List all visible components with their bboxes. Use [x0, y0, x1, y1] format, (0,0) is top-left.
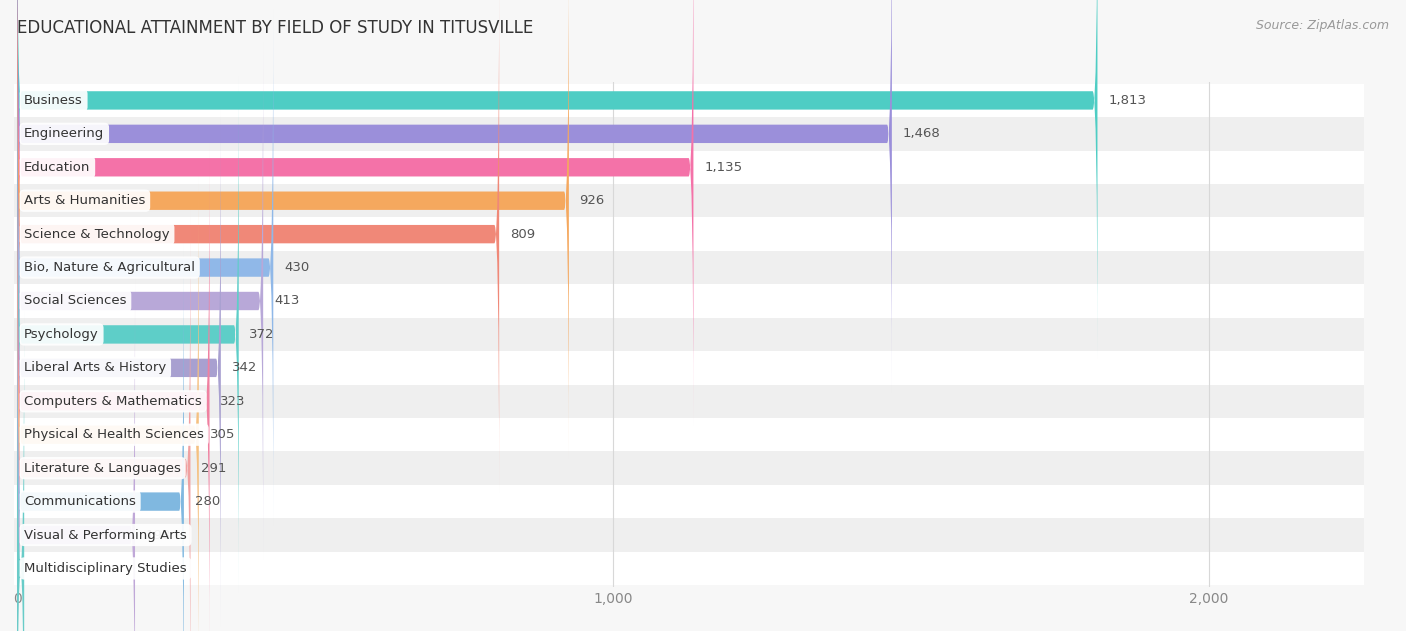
- Bar: [0, 184, 1406, 218]
- Bar: [0, 551, 1406, 585]
- Bar: [0, 485, 1406, 518]
- Text: EDUCATIONAL ATTAINMENT BY FIELD OF STUDY IN TITUSVILLE: EDUCATIONAL ATTAINMENT BY FIELD OF STUDY…: [17, 19, 533, 37]
- Text: Bio, Nature & Agricultural: Bio, Nature & Agricultural: [24, 261, 195, 274]
- Text: Visual & Performing Arts: Visual & Performing Arts: [24, 529, 187, 541]
- Bar: [0, 318, 1406, 351]
- FancyBboxPatch shape: [17, 210, 190, 631]
- Text: 342: 342: [232, 362, 257, 374]
- FancyBboxPatch shape: [17, 110, 221, 626]
- FancyBboxPatch shape: [17, 277, 135, 631]
- FancyBboxPatch shape: [17, 143, 209, 631]
- Text: 198: 198: [146, 529, 172, 541]
- Text: Communications: Communications: [24, 495, 136, 508]
- Text: Physical & Health Sciences: Physical & Health Sciences: [24, 428, 204, 441]
- Text: Arts & Humanities: Arts & Humanities: [24, 194, 146, 207]
- Text: Liberal Arts & History: Liberal Arts & History: [24, 362, 166, 374]
- Bar: [0, 518, 1406, 551]
- FancyBboxPatch shape: [17, 76, 239, 593]
- Text: 280: 280: [194, 495, 219, 508]
- Bar: [0, 451, 1406, 485]
- Text: 809: 809: [510, 228, 536, 240]
- Bar: [0, 251, 1406, 285]
- Text: 12: 12: [35, 562, 52, 575]
- Text: Multidisciplinary Studies: Multidisciplinary Studies: [24, 562, 187, 575]
- Text: 413: 413: [274, 295, 299, 307]
- FancyBboxPatch shape: [17, 0, 693, 425]
- Text: Social Sciences: Social Sciences: [24, 295, 127, 307]
- Text: Literature & Languages: Literature & Languages: [24, 462, 181, 475]
- Text: 1,135: 1,135: [704, 161, 742, 174]
- Text: Psychology: Psychology: [24, 328, 98, 341]
- Bar: [0, 218, 1406, 251]
- FancyBboxPatch shape: [17, 0, 1098, 358]
- Bar: [0, 384, 1406, 418]
- FancyBboxPatch shape: [17, 9, 273, 526]
- Bar: [0, 117, 1406, 151]
- Text: 926: 926: [579, 194, 605, 207]
- FancyBboxPatch shape: [17, 0, 891, 392]
- Text: Education: Education: [24, 161, 90, 174]
- Bar: [0, 285, 1406, 318]
- Bar: [0, 351, 1406, 384]
- FancyBboxPatch shape: [17, 310, 24, 631]
- Bar: [0, 151, 1406, 184]
- Text: 291: 291: [201, 462, 226, 475]
- Text: Science & Technology: Science & Technology: [24, 228, 170, 240]
- Text: 323: 323: [221, 395, 246, 408]
- Text: 430: 430: [284, 261, 309, 274]
- Text: 305: 305: [209, 428, 235, 441]
- FancyBboxPatch shape: [17, 244, 184, 631]
- Text: Business: Business: [24, 94, 83, 107]
- FancyBboxPatch shape: [17, 0, 499, 492]
- Text: 1,813: 1,813: [1108, 94, 1146, 107]
- FancyBboxPatch shape: [17, 177, 198, 631]
- Text: Computers & Mathematics: Computers & Mathematics: [24, 395, 202, 408]
- Bar: [0, 84, 1406, 117]
- Text: 1,468: 1,468: [903, 127, 941, 140]
- Text: Source: ZipAtlas.com: Source: ZipAtlas.com: [1256, 19, 1389, 32]
- Text: 372: 372: [249, 328, 276, 341]
- FancyBboxPatch shape: [17, 43, 263, 559]
- Bar: [0, 418, 1406, 451]
- FancyBboxPatch shape: [17, 0, 569, 459]
- Text: Engineering: Engineering: [24, 127, 104, 140]
